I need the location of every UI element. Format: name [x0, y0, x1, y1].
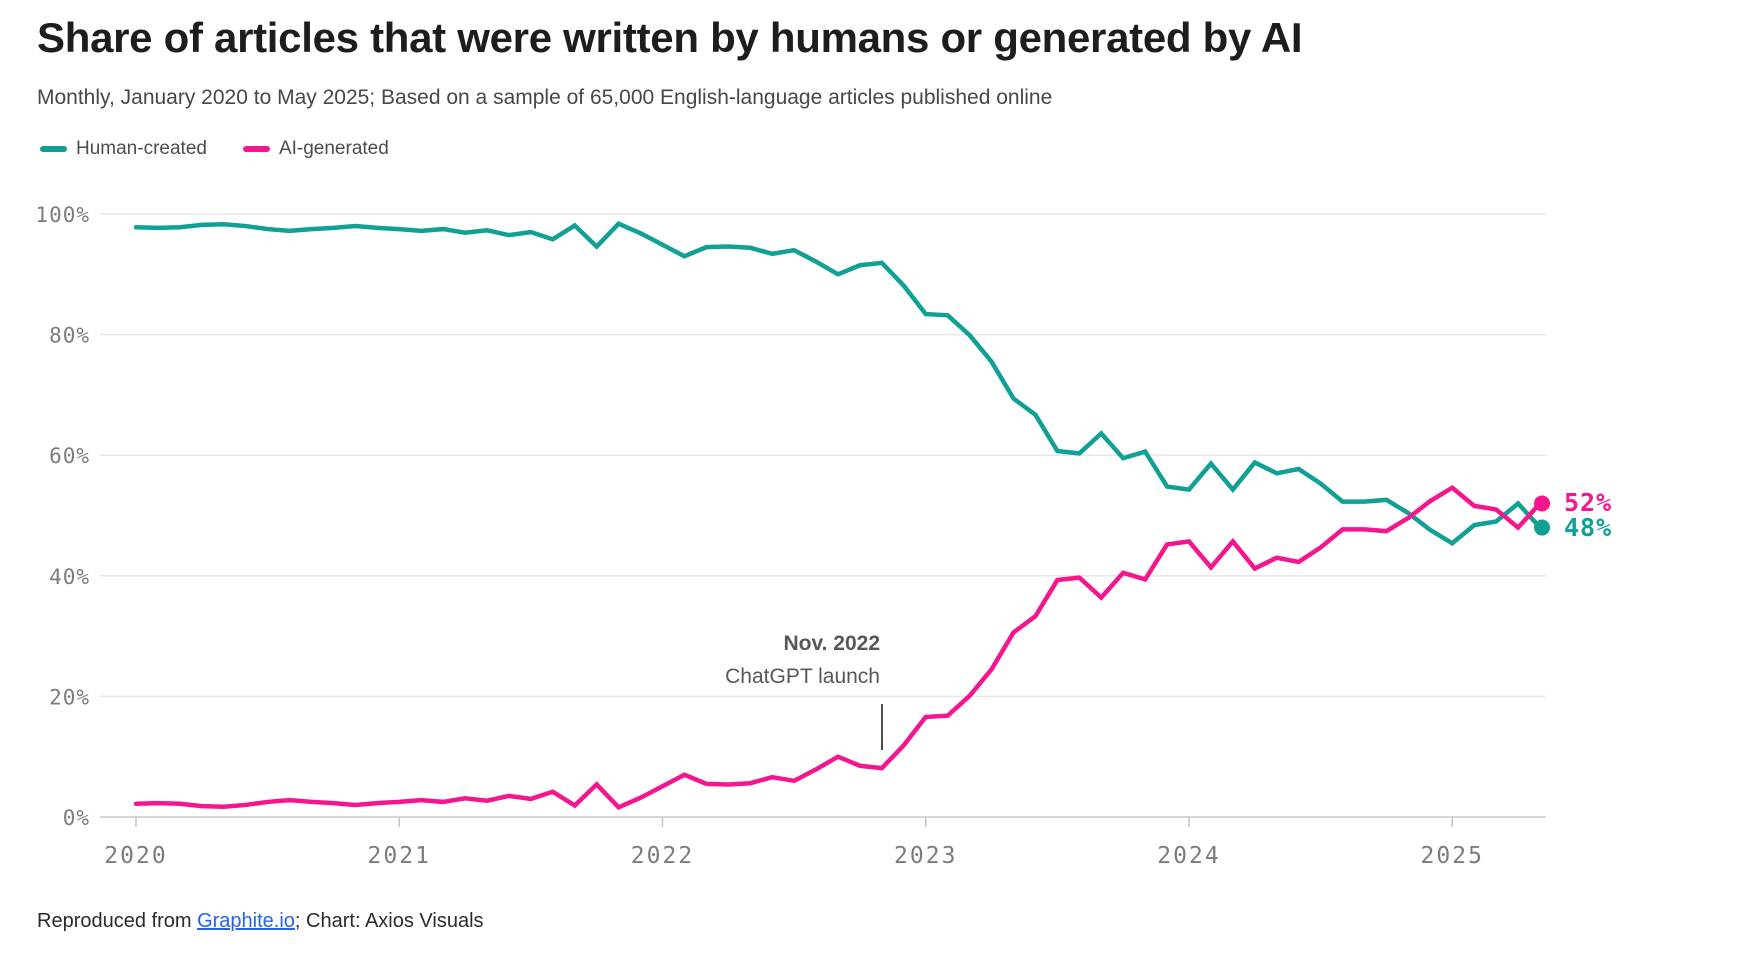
y-axis-tick-label: 100% [35, 203, 90, 227]
annotation-date: Nov. 2022 [783, 632, 881, 655]
x-axis-tick-label: 2021 [368, 843, 431, 869]
legend-item-human: Human-created [40, 138, 207, 160]
page-title: Share of articles that were written by h… [37, 14, 1303, 61]
ai-generated-swatch-icon [242, 146, 270, 152]
x-axis-tick-label: 2024 [1157, 843, 1220, 869]
graphite-link[interactable]: Graphite.io [197, 910, 295, 932]
legend: Human-created AI-generated [40, 138, 389, 160]
annotation-text: ChatGPT launch [725, 665, 880, 688]
source-suffix: ; Chart: Axios Visuals [294, 910, 484, 932]
chart-subtitle: Monthly, January 2020 to May 2025; Based… [37, 86, 1053, 109]
x-axis-tick-label: 2025 [1421, 843, 1484, 869]
legend-item-ai: AI-generated [242, 138, 389, 160]
human-created-swatch-icon [40, 146, 67, 152]
end-label-human-created: 48% [1564, 512, 1613, 542]
series-line-ai-generated [133, 485, 1543, 811]
end-label-ai-generated: 52% [1564, 488, 1613, 518]
y-axis-tick-label: 0% [63, 806, 90, 830]
x-axis-tick-label: 2023 [894, 843, 957, 869]
legend-label-ai: AI-generated [278, 138, 389, 159]
y-axis-tick-label: 80% [49, 324, 90, 348]
source-prefix: Reproduced from [37, 910, 198, 932]
source-credit: Reproduced from Graphite.io; Chart: Axio… [37, 910, 484, 933]
legend-label-human: Human-created [76, 138, 207, 159]
x-axis-tick-label: 2022 [631, 843, 694, 869]
y-axis-tick-label: 40% [49, 565, 90, 589]
x-axis-tick-label: 2020 [104, 843, 167, 869]
y-axis-tick-label: 60% [49, 444, 90, 468]
y-axis-tick-label: 20% [49, 685, 90, 709]
end-dot-ai-generated [1534, 495, 1550, 512]
annotation-tick-mark [880, 704, 883, 750]
series-line-human-created [133, 220, 1543, 546]
end-dot-human-created [1534, 519, 1550, 536]
chatgpt-launch-annotation: Nov. 2022 ChatGPT launch [540, 627, 880, 693]
